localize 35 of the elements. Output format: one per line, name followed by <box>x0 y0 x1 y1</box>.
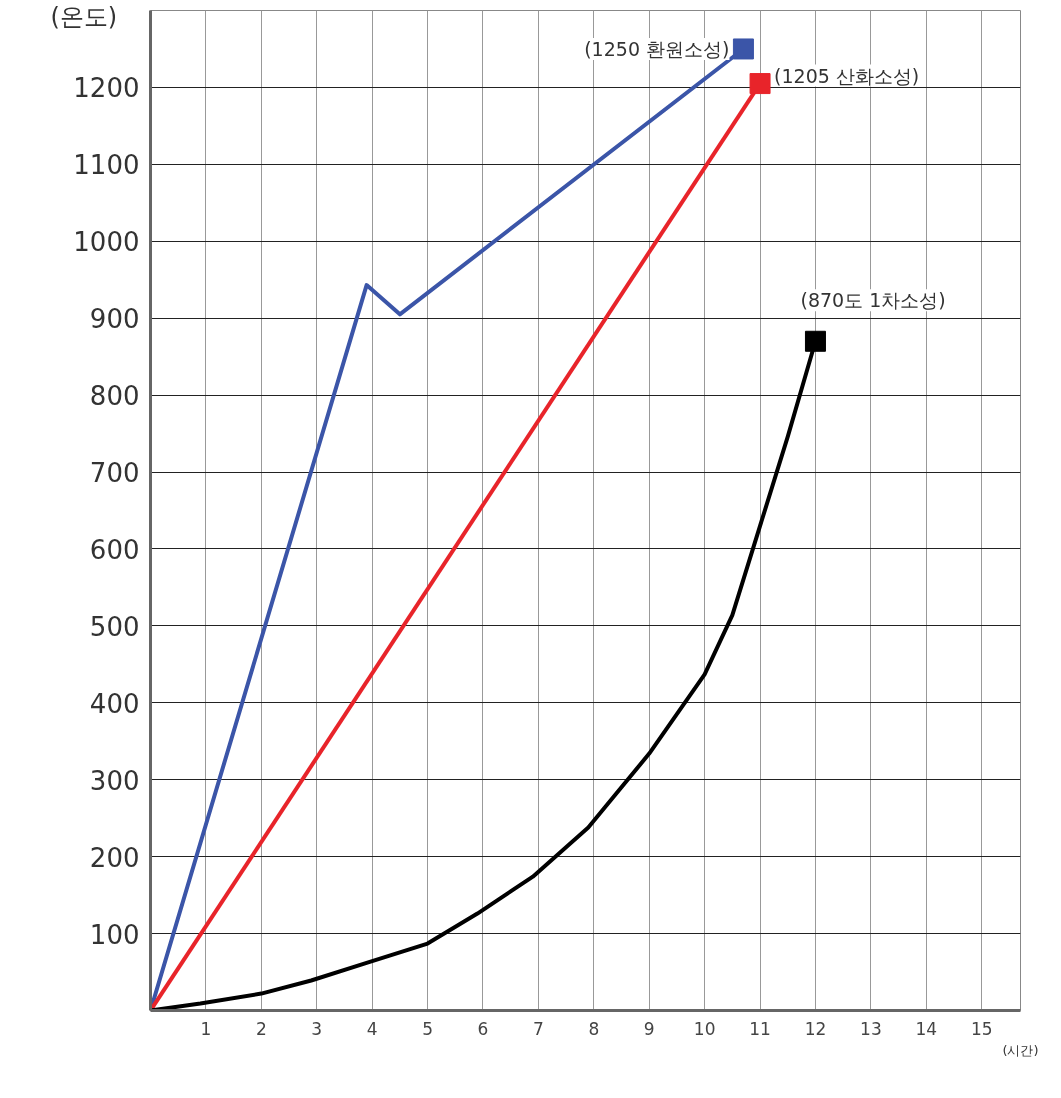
x-tick-label: 13 <box>860 1018 882 1039</box>
annotation: (870도 1차소성) <box>800 289 946 312</box>
y-tick-label: 200 <box>89 842 140 873</box>
point <box>749 73 771 95</box>
y-tick-label: 300 <box>89 765 140 796</box>
y-axis-title: (온도) <box>50 2 118 31</box>
annotation: (1205 산화소성) <box>774 64 920 87</box>
x-tick-label: 7 <box>532 1018 544 1039</box>
y-tick-label: 800 <box>89 381 140 412</box>
y-tick-label: 700 <box>89 458 140 489</box>
x-tick-label: 5 <box>422 1018 433 1039</box>
y-tick-label: 1200 <box>73 73 140 104</box>
y-tick-label: 900 <box>89 304 140 335</box>
x-tick-label: 8 <box>588 1018 600 1039</box>
annotation: (1250 환원소성) <box>584 37 730 60</box>
y-tick-label: 600 <box>89 534 140 565</box>
y-tick-label: 1100 <box>73 150 140 181</box>
x-tick-label: 14 <box>915 1018 938 1039</box>
x-tick-label: 1 <box>200 1018 212 1039</box>
x-tick-label: 4 <box>366 1018 378 1039</box>
point <box>732 38 754 60</box>
x-tick-label: 10 <box>693 1018 716 1039</box>
y-tick-label: 400 <box>89 688 140 719</box>
x-tick-label: 11 <box>749 1018 771 1039</box>
point <box>804 330 826 352</box>
x-tick-label: 2 <box>255 1018 267 1039</box>
x-tick-label: 3 <box>311 1018 323 1039</box>
y-tick-label: 100 <box>89 919 140 950</box>
x-tick-label: 6 <box>477 1018 489 1039</box>
x-tick-label: 12 <box>804 1018 827 1039</box>
y-tick-label: 1000 <box>73 227 140 258</box>
x-axis-title: (시간) <box>1002 1042 1039 1058</box>
x-tick-label: 15 <box>970 1018 993 1039</box>
y-tick-label: 500 <box>89 611 140 642</box>
x-tick-label: 9 <box>643 1018 655 1039</box>
